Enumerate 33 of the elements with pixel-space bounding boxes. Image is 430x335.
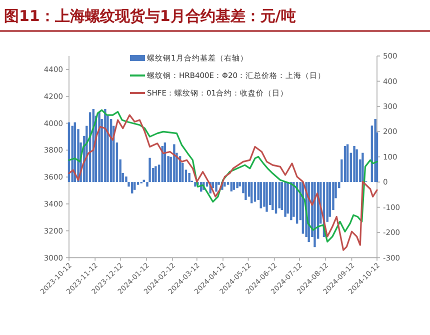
bar [344, 146, 346, 182]
bar [194, 182, 196, 187]
bar [188, 172, 190, 182]
bar [98, 112, 100, 182]
bar [272, 182, 274, 210]
bar [154, 166, 157, 182]
bar [353, 146, 356, 182]
bar [173, 144, 176, 182]
bar [104, 108, 106, 182]
bar [362, 152, 364, 182]
bar [254, 182, 256, 202]
bar [236, 182, 238, 188]
bar [266, 182, 268, 212]
bar [346, 144, 349, 182]
bar [215, 182, 218, 192]
bar [284, 182, 286, 217]
bar [131, 182, 134, 194]
bar [356, 149, 358, 182]
bar [260, 182, 262, 208]
bar [125, 176, 128, 182]
bar [374, 119, 376, 182]
bar [134, 182, 136, 190]
chart-title: 图11：上海螺纹现货与1月合约基差：元/吨 [4, 7, 296, 25]
bar [232, 182, 236, 190]
bar [230, 182, 233, 192]
bar [148, 158, 151, 182]
bar [146, 182, 148, 187]
bar [244, 182, 247, 200]
bar [290, 182, 292, 220]
bar [314, 182, 316, 248]
bar [274, 182, 278, 214]
bar [250, 182, 253, 204]
bar [224, 182, 226, 187]
